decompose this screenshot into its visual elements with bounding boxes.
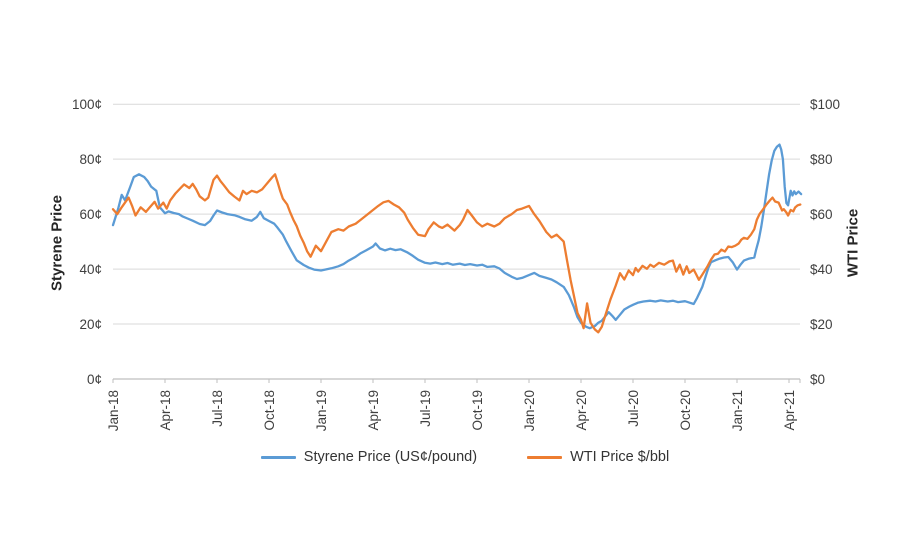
y-tick-label-right: $100 [810,97,840,112]
x-tick-label: Jul-18 [210,390,225,427]
y-tick-label-right: $40 [810,262,833,277]
y-tick-label-left: 20¢ [79,317,102,332]
x-tick-label: Oct-18 [262,390,277,431]
x-tick-label: Apr-21 [782,390,797,431]
y-tick-label-left: 40¢ [79,262,102,277]
y-axis-title-left: Styrene Price [48,195,66,291]
x-tick-label: Apr-20 [574,390,589,431]
styrene-price-line [111,143,803,330]
y-tick-label-right: $0 [810,372,825,387]
y-tick-label-left: 100¢ [72,97,102,112]
y-tick-label-left: 60¢ [79,207,102,222]
legend: Styrene Price (US¢/pound) WTI Price $/bb… [0,449,900,465]
x-tick-label: Jan-20 [522,390,537,431]
wti-line-swatch [527,455,563,459]
y-tick-label-right: $80 [810,152,833,167]
styrene-line-swatch [260,455,296,459]
y-tick-label-right: $60 [810,207,833,222]
x-tick-label: Oct-19 [470,390,485,431]
legend-item-styrene: Styrene Price (US¢/pound) [260,449,478,465]
x-tick-label: Apr-19 [366,390,381,431]
x-tick-label: Jan-19 [314,390,329,431]
legend-item-wti: WTI Price $/bbl [527,449,669,465]
x-tick-label: Jul-19 [418,390,433,427]
x-tick-label: Jan-18 [106,390,121,431]
y-tick-label-left: 80¢ [79,152,102,167]
x-tick-label: Jan-21 [730,390,745,431]
wti-price-line [111,173,802,334]
y-tick-label-right: $20 [810,317,833,332]
x-tick-label: Jul-20 [626,390,641,427]
y-axis-title-right: WTI Price [844,208,862,278]
x-tick-label: Oct-20 [678,390,693,431]
y-tick-label-left: 0¢ [87,372,102,387]
x-tick-label: Apr-18 [158,390,173,431]
legend-label-styrene: Styrene Price (US¢/pound) [303,449,478,465]
legend-label-wti: WTI Price $/bbl [570,449,670,465]
